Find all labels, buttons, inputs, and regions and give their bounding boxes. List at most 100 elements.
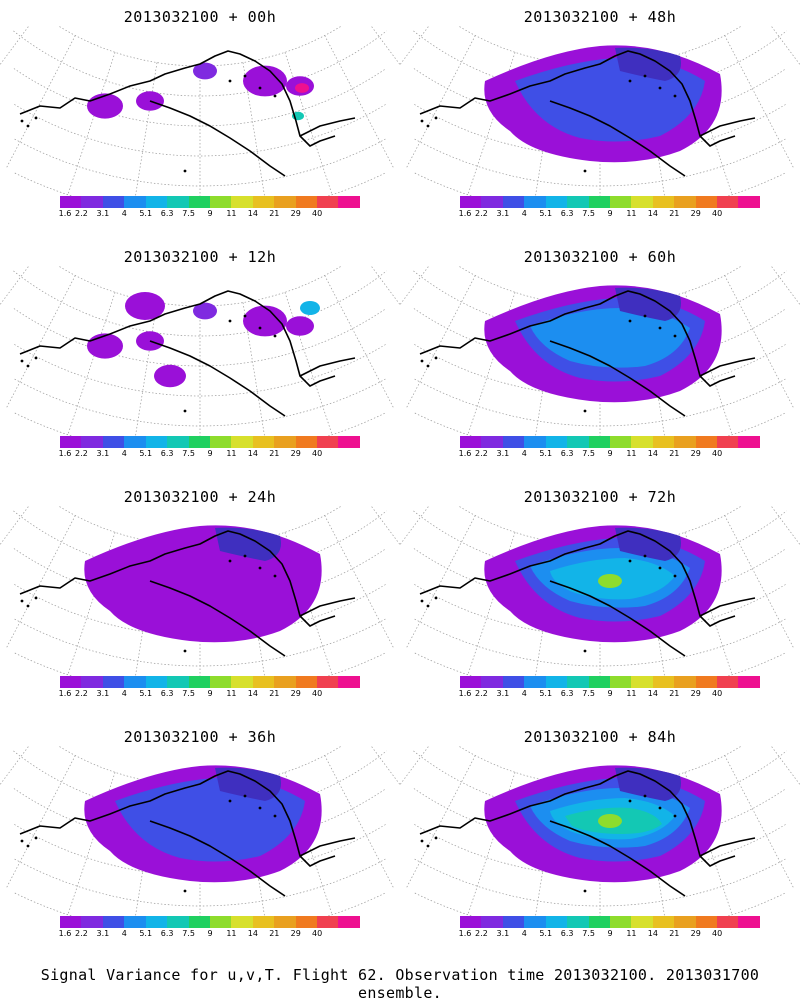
colorbar-label: 5.1: [139, 209, 153, 218]
colorbar-label: 40: [312, 929, 323, 938]
colorbar-label: 21: [269, 449, 280, 458]
colorbar-labels: 1.6 2.2 3.1 4 5.1 6.3 7.5 9 11 14 21 29 40: [59, 209, 360, 221]
meridian-gridline: [370, 506, 400, 546]
colorbar-label: 21: [669, 929, 680, 938]
latitude-gridline: [13, 788, 387, 847]
latitude-gridline: [14, 892, 386, 916]
colorbar-swatch: [81, 436, 103, 448]
colorbar-swatch: [295, 196, 318, 208]
panel-title: 2013032100 + 12h: [123, 248, 277, 266]
meridian-gridline: [5, 755, 76, 889]
colorbar-label: 3.1: [96, 209, 110, 218]
colorbar-label: 40: [312, 689, 323, 698]
meridian-gridline: [67, 52, 116, 195]
island-marker: [420, 119, 424, 123]
colorbar-swatch: [317, 436, 339, 448]
latitude-gridline: [58, 26, 342, 67]
variance-patch: [193, 62, 217, 80]
colorbar-label: 3.1: [96, 929, 110, 938]
island-marker: [583, 409, 587, 413]
polar-map: [400, 506, 800, 676]
colorbar-label: 29: [690, 689, 701, 698]
colorbar-swatch: [102, 436, 125, 448]
island-marker: [658, 326, 662, 330]
island-marker: [420, 359, 424, 363]
colorbar-label: 40: [312, 449, 323, 458]
variance-patch: [295, 83, 309, 93]
colorbar-label: 6.3: [160, 449, 174, 458]
colorbar-swatch: [81, 916, 103, 928]
meridian-gridline: [284, 292, 333, 435]
island-marker: [673, 334, 677, 338]
colorbar-swatch: [317, 196, 339, 208]
colorbar-swatch: [338, 676, 360, 688]
variance-patch: [243, 65, 287, 97]
meridian-gridline: [770, 746, 800, 786]
colorbar: [60, 676, 360, 688]
colorbar-swatch: [274, 196, 296, 208]
colorbar-swatch: [102, 916, 125, 928]
island-marker: [273, 94, 277, 98]
colorbar-label: 2.2: [75, 209, 88, 218]
colorbar-label: 11: [626, 689, 637, 698]
colorbar-swatch: [524, 676, 546, 688]
colorbar-label: 40: [312, 209, 323, 218]
meridian-gridline: [67, 292, 116, 435]
colorbar-labels: 1.6 2.2 3.1 4 5.1 6.3 7.5 9 11 14 21 29 40: [58, 929, 360, 941]
colorbar-swatch: [502, 916, 525, 928]
latitude-gridline: [413, 308, 787, 367]
island-marker: [228, 319, 232, 323]
island-marker: [243, 314, 247, 318]
latitude-gridline: [13, 68, 387, 127]
colorbar-swatch: [545, 196, 568, 208]
meridian-gridline: [135, 62, 158, 196]
colorbar-label: 4: [121, 689, 127, 698]
meridian-gridline: [400, 266, 430, 306]
forecast-panel: 2013032100 + 24h 1.6 2.2 3.1 4 5.1 6.3 7.5 9 11 14…: [0, 480, 400, 720]
meridian-gridline: [724, 35, 795, 169]
island-marker: [628, 319, 632, 323]
colorbar-swatch: [188, 196, 210, 208]
meridian-gridline: [0, 746, 30, 786]
island-marker: [258, 806, 262, 810]
colorbar-label: 1.6: [58, 929, 72, 938]
colorbar-label: 21: [669, 449, 680, 458]
colorbar-swatch: [338, 196, 360, 208]
colorbar-label: 5.1: [539, 449, 553, 458]
colorbar-swatch: [145, 436, 168, 448]
coastline: [419, 770, 756, 897]
colorbar-label: 4: [121, 209, 127, 218]
island-marker: [20, 359, 24, 363]
variance-contour: [215, 767, 281, 801]
coastline: [19, 50, 356, 177]
variance-patch: [125, 292, 165, 320]
colorbar-labels: 1.6 2.2 3.1 4 5.1 6.3 7.5 9 11 14 21 29 40: [59, 449, 360, 461]
colorbar-label: 7.5: [182, 209, 195, 218]
island-marker: [583, 889, 587, 893]
colorbar-label: 7.5: [182, 929, 195, 938]
island-marker: [34, 836, 38, 840]
island-marker: [273, 814, 277, 818]
colorbar-label: 7.5: [182, 689, 195, 698]
colorbar-label: 29: [690, 209, 701, 218]
colorbar-label: 40: [712, 929, 723, 938]
colorbar-label: 9: [607, 209, 613, 218]
variance-patch: [193, 302, 217, 320]
colorbar-swatch: [274, 916, 296, 928]
colorbar-swatch: [631, 196, 653, 208]
panel-title: 2013032100 + 72h: [523, 488, 677, 506]
panel-title: 2013032100 + 24h: [123, 488, 277, 506]
meridian-gridline: [405, 755, 476, 889]
coastline: [419, 290, 756, 417]
polar-map: [0, 746, 400, 916]
meridian-gridline: [405, 35, 476, 169]
variance-peak: [598, 574, 622, 588]
meridian-gridline: [324, 515, 395, 649]
colorbar-swatch: [252, 436, 275, 448]
island-marker: [34, 596, 38, 600]
colorbar-swatch: [295, 676, 318, 688]
colorbar-swatch: [502, 196, 525, 208]
latitude-gridline: [414, 652, 786, 676]
polar-map: [0, 26, 400, 196]
colorbar-label: 14: [247, 209, 258, 218]
